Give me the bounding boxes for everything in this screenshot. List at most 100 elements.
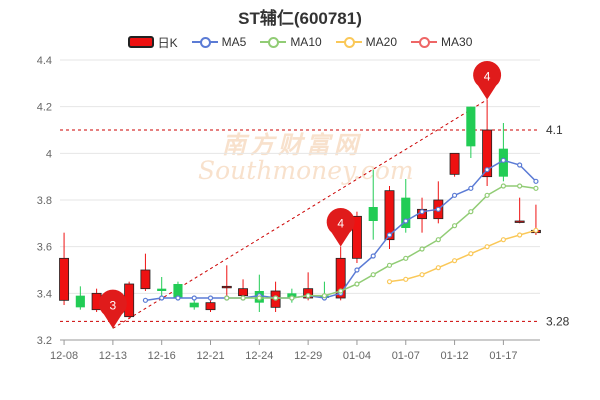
- x-tick-label: 01-17: [489, 350, 517, 362]
- ma-point-ma5: [500, 157, 506, 163]
- y-tick-label: 3.6: [37, 242, 52, 254]
- y-tick-label: 3.4: [37, 288, 52, 300]
- ma-point-ma5: [484, 167, 490, 173]
- ma-point-ma10: [419, 246, 425, 252]
- trend-line: [112, 99, 488, 329]
- x-tick-label: 01-04: [343, 350, 371, 362]
- pin-marker: [473, 60, 502, 100]
- ma-point-ma5: [142, 297, 149, 303]
- y-tick-label: 4.2: [37, 102, 52, 114]
- candle-body: [205, 302, 216, 311]
- legend-item-ma20[interactable]: MA20: [335, 35, 398, 49]
- y-tick-label: 3.2: [37, 335, 52, 347]
- y-tick-label: 4.4: [37, 55, 52, 67]
- ma-point-ma10: [224, 295, 230, 301]
- ma-point-ma10: [468, 209, 474, 215]
- candle-body: [482, 129, 493, 178]
- ma-point-ma5: [468, 185, 474, 191]
- ma-point-ma20: [419, 272, 425, 278]
- ma-point-ma5: [354, 267, 360, 273]
- ma-point-ma5: [451, 192, 458, 198]
- ma-point-ma20: [484, 244, 490, 250]
- ma-point-ma20: [451, 258, 458, 264]
- x-tick-label: 12-24: [245, 350, 273, 362]
- candle-body: [514, 220, 525, 223]
- ma-point-ma5: [403, 218, 409, 224]
- watermark-en: Southmoney.com: [198, 156, 414, 185]
- candle-body: [173, 284, 183, 298]
- ma-point-ma10: [272, 295, 279, 301]
- candle-body: [466, 106, 476, 147]
- candle-body: [189, 302, 199, 308]
- ma20-line-icon: [335, 36, 362, 48]
- legend-item-ma30[interactable]: MA30: [411, 35, 472, 49]
- ma-point-ma10: [533, 185, 539, 191]
- pin-marker-label: 4: [337, 217, 344, 231]
- ma-point-ma20: [435, 265, 441, 271]
- reference-line-label: 4.1: [546, 123, 563, 137]
- ma-point-ma5: [419, 209, 425, 215]
- pin-marker: [326, 207, 355, 247]
- x-tick-label: 12-21: [196, 350, 224, 362]
- ma-point-ma20: [500, 237, 506, 243]
- ma-point-ma10: [256, 295, 262, 301]
- legend: 日K MA5 MA10 MA20 MA30: [0, 33, 600, 51]
- candle-body: [75, 295, 85, 308]
- ma30-line-icon: [411, 36, 438, 48]
- candle-body: [335, 257, 346, 299]
- ma-point-ma10: [500, 183, 506, 189]
- ma-point-ma10: [484, 192, 490, 198]
- x-tick-label: 12-16: [148, 350, 176, 362]
- chart-title: ST辅仁(600781): [238, 9, 362, 28]
- watermark: 南方财富网 Southmoney.com: [198, 125, 414, 185]
- legend-label-ma20: MA20: [365, 35, 398, 49]
- candle-body: [238, 288, 249, 297]
- legend-label-ma30: MA30: [441, 35, 473, 49]
- legend-item-ma10[interactable]: MA10: [260, 35, 322, 49]
- candle-body: [351, 215, 362, 259]
- ma-point-ma5: [517, 162, 523, 168]
- ma-point-ma5: [386, 232, 393, 238]
- ma-point-ma10: [403, 255, 409, 261]
- ma-point-ma10: [451, 223, 458, 229]
- ma-point-ma20: [468, 251, 474, 257]
- ma5-line-icon: [191, 36, 218, 48]
- x-tick-label: 01-12: [441, 350, 469, 362]
- ma-point-ma10: [517, 183, 523, 189]
- ma-point-ma5: [533, 178, 539, 184]
- ma-point-ma5: [370, 253, 376, 259]
- pin-marker-label: 3: [110, 298, 117, 312]
- ma-point-ma10: [305, 293, 311, 299]
- ma-point-ma5: [191, 295, 197, 301]
- candle-body: [384, 190, 395, 241]
- ma-point-ma5: [175, 295, 181, 301]
- candle-body: [157, 288, 167, 291]
- legend-item-daily-k[interactable]: 日K: [127, 34, 178, 51]
- ma-point-ma5: [435, 206, 441, 212]
- legend-label-ma10: MA10: [290, 35, 322, 49]
- x-tick-label: 12-13: [99, 350, 127, 362]
- ma-point-ma20: [533, 227, 539, 233]
- ma-point-ma10: [370, 272, 376, 278]
- candle-body: [401, 197, 411, 228]
- pin-marker-label: 4: [484, 70, 491, 84]
- legend-item-ma5[interactable]: MA5: [191, 35, 247, 49]
- ma-line-ma20: [389, 229, 537, 283]
- ma-point-ma20: [403, 276, 409, 282]
- pin-marker: [98, 289, 127, 329]
- candle-body: [140, 269, 151, 290]
- watermark-cn: 南方财富网: [222, 130, 362, 159]
- ma-point-ma5: [207, 295, 214, 301]
- ma-point-ma10: [338, 288, 344, 294]
- legend-label-ma5: MA5: [221, 35, 247, 49]
- candle-body: [59, 257, 70, 301]
- x-tick-label: 01-07: [392, 350, 420, 362]
- candle-body: [368, 207, 378, 221]
- ma10-line-icon: [260, 36, 287, 48]
- candle-body: [221, 285, 232, 289]
- ma-line-ma10: [226, 185, 537, 299]
- ma-point-ma20: [386, 279, 393, 285]
- ma-point-ma10: [289, 295, 295, 301]
- x-tick-label: 12-08: [50, 350, 78, 362]
